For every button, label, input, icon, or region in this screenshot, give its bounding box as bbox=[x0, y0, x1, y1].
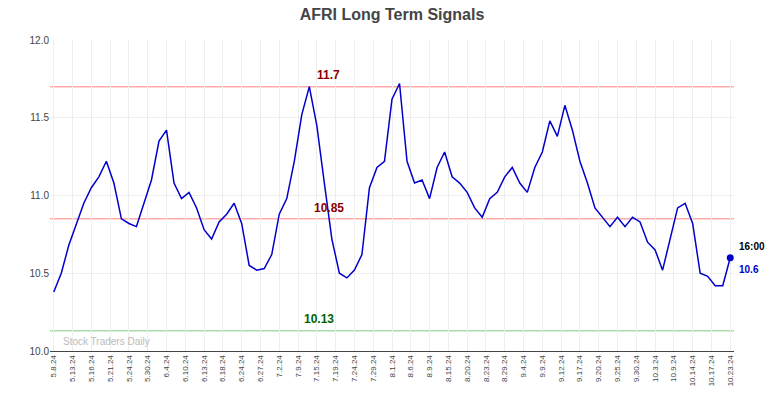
svg-text:11.5: 11.5 bbox=[30, 112, 49, 123]
svg-text:5.30.24: 5.30.24 bbox=[143, 355, 152, 382]
svg-text:6.18.24: 6.18.24 bbox=[218, 355, 227, 382]
svg-text:9.4.24: 9.4.24 bbox=[519, 355, 528, 378]
svg-text:7.29.24: 7.29.24 bbox=[369, 355, 378, 382]
svg-text:5.8.24: 5.8.24 bbox=[49, 355, 58, 378]
svg-text:10.85: 10.85 bbox=[314, 201, 344, 215]
svg-text:10.0: 10.0 bbox=[30, 346, 50, 357]
svg-text:10.13: 10.13 bbox=[304, 312, 334, 326]
svg-text:5.21.24: 5.21.24 bbox=[106, 355, 115, 382]
svg-text:5.13.24: 5.13.24 bbox=[68, 355, 77, 382]
svg-text:7.9.24: 7.9.24 bbox=[294, 355, 303, 378]
svg-text:8.23.24: 8.23.24 bbox=[482, 355, 491, 382]
svg-text:6.24.24: 6.24.24 bbox=[237, 355, 246, 382]
svg-text:7.2.24: 7.2.24 bbox=[275, 355, 284, 378]
svg-text:6.13.24: 6.13.24 bbox=[200, 355, 209, 382]
svg-text:10.6: 10.6 bbox=[739, 264, 759, 275]
svg-text:8.1.24: 8.1.24 bbox=[388, 355, 397, 378]
svg-text:8.15.24: 8.15.24 bbox=[444, 355, 453, 382]
svg-text:8.20.24: 8.20.24 bbox=[463, 355, 472, 382]
svg-text:9.12.24: 9.12.24 bbox=[557, 355, 566, 382]
svg-text:10.5: 10.5 bbox=[30, 268, 50, 279]
svg-text:9.30.24: 9.30.24 bbox=[632, 355, 641, 382]
svg-text:5.16.24: 5.16.24 bbox=[87, 355, 96, 382]
svg-text:9.20.24: 9.20.24 bbox=[594, 355, 603, 382]
svg-text:6.4.24: 6.4.24 bbox=[162, 355, 171, 378]
svg-text:12.0: 12.0 bbox=[30, 35, 50, 46]
svg-text:8.6.24: 8.6.24 bbox=[406, 355, 415, 378]
svg-text:5.24.24: 5.24.24 bbox=[125, 355, 134, 382]
svg-text:8.9.24: 8.9.24 bbox=[425, 355, 434, 378]
svg-text:9.17.24: 9.17.24 bbox=[576, 355, 585, 382]
svg-text:10.9.24: 10.9.24 bbox=[669, 355, 678, 382]
svg-text:AFRI Long Term Signals: AFRI Long Term Signals bbox=[300, 6, 485, 23]
svg-text:11.7: 11.7 bbox=[317, 68, 340, 82]
svg-text:9.25.24: 9.25.24 bbox=[613, 355, 622, 382]
svg-text:8.29.24: 8.29.24 bbox=[500, 355, 509, 382]
svg-text:10.23.24: 10.23.24 bbox=[726, 355, 735, 387]
svg-text:11.0: 11.0 bbox=[30, 190, 49, 201]
svg-text:10.3.24: 10.3.24 bbox=[651, 355, 660, 382]
svg-text:6.27.24: 6.27.24 bbox=[256, 355, 265, 382]
svg-text:9.9.24: 9.9.24 bbox=[538, 355, 547, 378]
svg-text:7.19.24: 7.19.24 bbox=[331, 355, 340, 382]
svg-text:10.17.24: 10.17.24 bbox=[707, 355, 716, 387]
svg-text:Stock Traders Daily: Stock Traders Daily bbox=[63, 336, 150, 347]
svg-text:7.15.24: 7.15.24 bbox=[312, 355, 321, 382]
svg-text:6.10.24: 6.10.24 bbox=[181, 355, 190, 382]
svg-text:7.24.24: 7.24.24 bbox=[350, 355, 359, 382]
svg-text:10.14.24: 10.14.24 bbox=[688, 355, 697, 387]
svg-text:16:00: 16:00 bbox=[739, 241, 765, 252]
